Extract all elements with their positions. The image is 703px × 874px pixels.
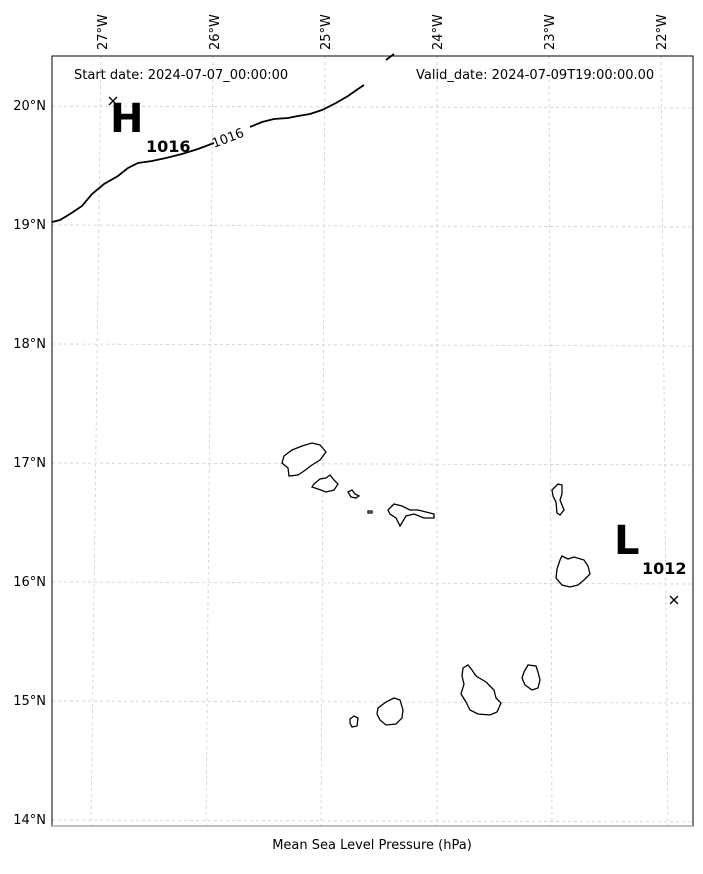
island-boa-vista — [555, 555, 591, 588]
lat-label-17n: 17°N — [13, 456, 46, 471]
map-area: 1016 H 1016 — [51, 53, 694, 827]
meridian-27w — [90, 55, 102, 827]
lat-label-19n: 19°N — [13, 218, 46, 233]
longitude-labels: 27°W 26°W 25°W 24°W 23°W 22°W — [96, 14, 670, 50]
island-santo-antao — [281, 442, 327, 477]
parallel-20n — [51, 105, 694, 109]
island-raso — [367, 510, 373, 514]
island-fogo — [376, 697, 404, 726]
meridian-23w — [548, 55, 553, 827]
high-center-marker — [108, 96, 118, 106]
parallel-19n — [51, 224, 694, 228]
island-santiago — [460, 664, 502, 716]
lat-label-18n: 18°N — [13, 337, 46, 352]
parallel-17n — [51, 462, 694, 466]
latitude-labels: 20°N 19°N 18°N 17°N 16°N 15°N 14°N — [13, 99, 46, 828]
island-sao-nicolau — [387, 503, 435, 528]
high-label: H — [110, 96, 143, 142]
start-date-label: Start date: 2024-07-07_00:00:00 — [74, 68, 288, 83]
high-pressure-center: H 1016 — [108, 96, 191, 156]
low-label: L — [614, 518, 640, 564]
isobar-1016 — [51, 84, 365, 223]
lon-label-22w: 22°W — [655, 14, 670, 50]
island-sao-vicente — [310, 474, 339, 493]
graticule — [51, 55, 694, 827]
lon-label-27w: 27°W — [96, 14, 111, 50]
lon-label-24w: 24°W — [431, 14, 446, 50]
map-caption: Mean Sea Level Pressure (hPa) — [272, 838, 472, 853]
parallel-16n — [51, 581, 694, 585]
high-value: 1016 — [146, 137, 191, 156]
meridian-22w — [660, 55, 669, 827]
lat-label-15n: 15°N — [13, 694, 46, 709]
map-background — [52, 56, 693, 826]
parallel-14n — [51, 819, 694, 823]
valid-date-label: Valid_date: 2024-07-09T19:00:00.00 — [416, 68, 654, 83]
low-value: 1012 — [642, 559, 687, 578]
meridian-25w — [320, 55, 326, 827]
island-maio — [521, 664, 541, 691]
lon-label-23w: 23°W — [543, 14, 558, 50]
low-center-marker — [669, 595, 679, 605]
lat-label-20n: 20°N — [13, 99, 46, 114]
islands — [281, 442, 591, 728]
lon-label-26w: 26°W — [208, 14, 223, 50]
lat-label-14n: 14°N — [13, 813, 46, 828]
lon-label-25w: 25°W — [319, 14, 334, 50]
low-pressure-center: L 1012 — [614, 518, 687, 605]
lat-label-16n: 16°N — [13, 575, 46, 590]
parallel-18n — [51, 343, 694, 347]
island-santa-luzia — [347, 489, 361, 499]
parallel-15n — [51, 700, 694, 704]
island-sal — [551, 483, 565, 516]
meridian-26w — [205, 55, 214, 827]
island-brava — [349, 715, 359, 728]
isobar-1016-fragment — [385, 53, 395, 61]
